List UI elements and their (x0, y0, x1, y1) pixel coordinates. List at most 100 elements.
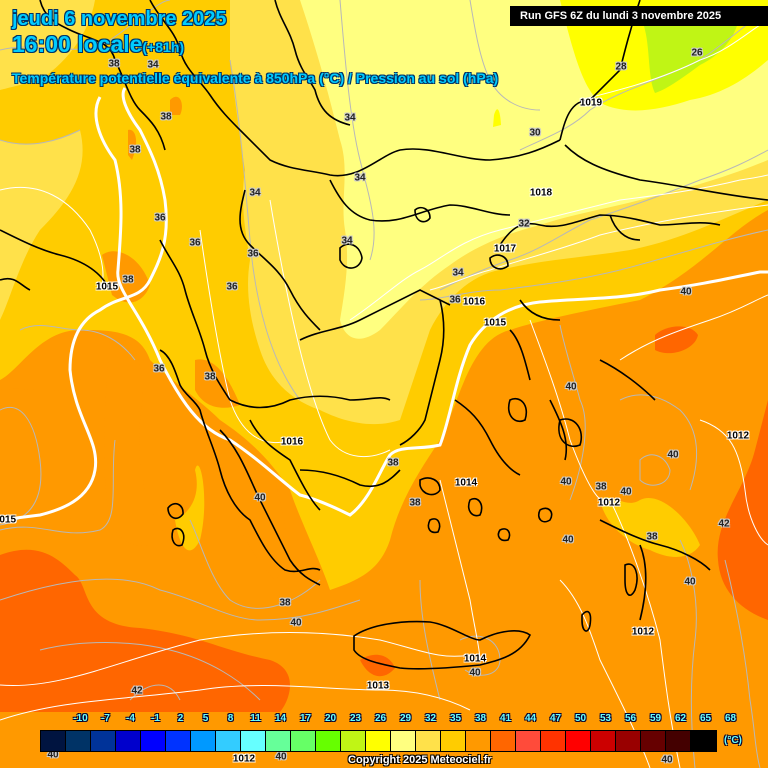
legend-swatch (691, 731, 716, 751)
isobar-1015 (94, 96, 768, 517)
legend-tick-label: 59 (649, 713, 662, 724)
theta-zone-23-26 (640, 7, 740, 93)
legend-tick-label: 44 (524, 713, 537, 724)
legend-ticks: -10 -7 -4 -1 2 5 8 11 14 17 20 23 26 29 32 35 38 41 44 47 50… (0, 713, 768, 727)
theta-contour-label: 40 (620, 486, 632, 498)
legend-tick-label: 8 (227, 713, 234, 724)
theta-contour-label: 40 (562, 534, 574, 546)
theta-contour-label: 38 (279, 597, 291, 609)
theta-contour-label: 34 (249, 187, 261, 199)
theta-contour-label: 26 (691, 47, 703, 59)
legend-tick-label: 50 (574, 713, 587, 724)
greece-coast (159, 299, 521, 573)
legend-swatch (466, 731, 491, 751)
legend-tick-label: 29 (399, 713, 412, 724)
theta-contour-label: 34 (147, 59, 159, 71)
legend-swatch (266, 731, 291, 751)
isobar-label: 1012 (232, 753, 256, 765)
theta-contour-label: 38 (129, 144, 141, 156)
legend-tick-label: 11 (250, 713, 261, 724)
legend-tick-label: 23 (349, 713, 362, 724)
isobar-label: 1015 (483, 317, 507, 329)
legend-tick-label: -10 (73, 713, 88, 724)
legend-tick-label: 65 (699, 713, 712, 724)
legend-swatch (41, 731, 66, 751)
theta-contour-label: 36 (189, 237, 201, 249)
legend-swatch (366, 731, 391, 751)
theta-zone-38-41-w (0, 378, 116, 530)
theta-contour-label: 40 (560, 476, 572, 488)
color-legend (40, 730, 717, 752)
theta-contour-label: 38 (387, 457, 399, 469)
theta-zone-32-35-nw (0, 0, 95, 90)
theta-contour-label: 30 (529, 127, 541, 139)
legend-swatch (291, 731, 316, 751)
legend-tick-label: 5 (202, 713, 209, 724)
legend-swatch (341, 731, 366, 751)
legend-swatch (591, 731, 616, 751)
legend-tick-label: 32 (424, 713, 437, 724)
legend-swatch (491, 731, 516, 751)
coastlines-borders (0, 0, 768, 621)
legend-swatch (441, 731, 466, 751)
theta-contour-label: 40 (469, 667, 481, 679)
legend-swatch (666, 731, 691, 751)
theta-contour-label: 36 (154, 212, 166, 224)
theta-zone-38-41-c (104, 338, 170, 546)
theta-contour-label: 40 (275, 751, 287, 763)
theta-zone-38-41-n (102, 251, 150, 303)
legend-tick-label: 35 (449, 713, 462, 724)
isobar-label: 1012 (631, 626, 655, 638)
isobar-label: 1016 (280, 436, 304, 448)
isobar-label: 1015 (95, 281, 119, 293)
legend-swatch (166, 731, 191, 751)
legend-swatch (316, 731, 341, 751)
theta-zone-38-41-n2 (128, 96, 182, 160)
theta-contour-label: 38 (646, 531, 658, 543)
legend-swatch (216, 731, 241, 751)
isobar-label: 1016 (462, 296, 486, 308)
theta-contour-label: 34 (344, 112, 356, 124)
isobar-label: 1019 (579, 97, 603, 109)
theta-contour-label: 42 (131, 685, 143, 697)
rhodes-outline (624, 563, 638, 596)
legend-swatch (391, 731, 416, 751)
theta-zone-41-44 (0, 549, 290, 712)
isobar-label: 1013 (366, 680, 390, 692)
theta-contour-label: 32 (518, 218, 530, 230)
forecast-date: jeudi 6 novembre 2025 (12, 8, 227, 30)
legend-swatch (191, 731, 216, 751)
theta-zone-38-41-pel (216, 437, 287, 580)
theta-contour-label: 36 (449, 294, 461, 306)
forecast-hour: 16:00 locale (12, 31, 143, 57)
isobar-label: 1012 (597, 497, 621, 509)
theta-contour-label: 38 (409, 497, 421, 509)
theta-contour-label: 34 (452, 267, 464, 279)
legend-swatch (416, 731, 441, 751)
legend-tick-label: 20 (324, 713, 337, 724)
legend-swatch (116, 731, 141, 751)
theta-contour-label: 36 (153, 363, 165, 375)
isobar-label: 1018 (529, 187, 553, 199)
legend-tick-label: 41 (499, 713, 512, 724)
theta-contour-label: 40 (47, 749, 59, 761)
copyright: Copyright 2025 Meteociel.fr (348, 754, 492, 766)
legend-tick-label: 17 (299, 713, 312, 724)
forecast-time: 16:00 locale(+81h) (12, 31, 184, 58)
islands (167, 206, 638, 670)
legend-swatch (541, 731, 566, 751)
legend-tick-label: 62 (674, 713, 687, 724)
legend-tick-label: 53 (599, 713, 612, 724)
legend-swatch (91, 731, 116, 751)
isobar-label: 1014 (454, 477, 478, 489)
theta-contour-label: 34 (354, 172, 366, 184)
theta-contour-label: 40 (661, 754, 673, 766)
theta-zone-26-29-dot (493, 109, 501, 127)
legend-tick-label: 38 (474, 713, 487, 724)
legend-swatch (66, 731, 91, 751)
theta-contour-label: 42 (718, 518, 730, 530)
theta-contour-label: 40 (680, 286, 692, 298)
isobar-label: 1015 (0, 514, 17, 526)
theta-zone-35-38-sw (175, 465, 205, 551)
